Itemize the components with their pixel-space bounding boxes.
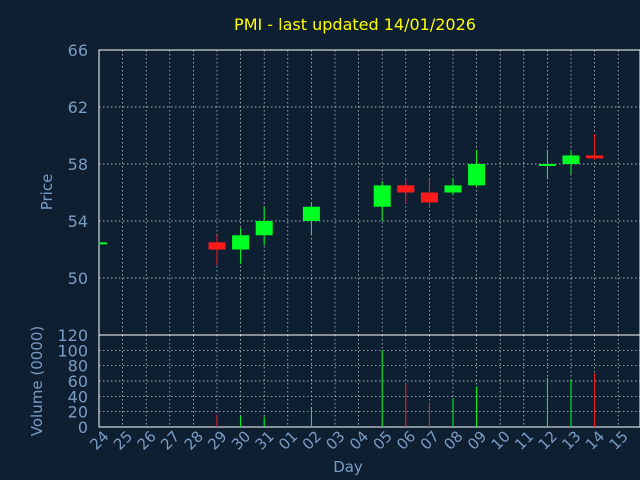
price-y-ticks: 50 54 58 62 66 <box>68 41 88 288</box>
x-tick-label: 04 <box>346 427 372 453</box>
volume-bars <box>216 350 596 427</box>
x-tick-label: 14 <box>582 427 608 453</box>
price-tick-label: 54 <box>68 212 88 231</box>
candle-body <box>586 155 604 159</box>
candle-body <box>444 185 462 193</box>
volume-tick-label: 80 <box>68 357 88 376</box>
volume-tick-label: 40 <box>68 387 88 406</box>
x-tick-label: 07 <box>417 427 443 453</box>
volume-tick-label: 60 <box>68 372 88 391</box>
volume-axis-label: Volume (0000) <box>28 326 46 436</box>
x-tick-label: 24 <box>86 427 112 453</box>
x-tick-label: 30 <box>228 427 254 453</box>
price-tick-label: 50 <box>68 269 88 288</box>
x-tick-label: 03 <box>322 427 348 453</box>
volume-tick-label: 120 <box>57 326 88 345</box>
x-tick-label: 10 <box>488 427 514 453</box>
candle-body <box>373 185 391 207</box>
x-tick-label: 31 <box>252 427 278 453</box>
x-tick-label: 15 <box>606 427 632 453</box>
x-tick-label: 27 <box>157 427 183 453</box>
volume-grid <box>99 335 640 427</box>
x-tick-label: 06 <box>393 427 419 453</box>
volume-tick-label: 20 <box>68 403 88 422</box>
volume-tick-label: 0 <box>78 418 88 437</box>
candle-body <box>255 221 273 236</box>
price-tick-label: 58 <box>68 155 88 174</box>
candle-body <box>397 185 415 193</box>
candle-body <box>302 206 320 221</box>
candle-body <box>208 242 226 250</box>
price-grid <box>99 50 640 335</box>
candle-body <box>468 164 486 186</box>
price-tick-label: 62 <box>68 98 88 117</box>
candle-body <box>538 164 556 166</box>
candle-body <box>99 242 107 245</box>
price-tick-label: 66 <box>68 41 88 60</box>
x-tick-label: 12 <box>535 427 561 453</box>
x-tick-label: 01 <box>275 427 301 453</box>
x-tick-label: 02 <box>299 427 325 453</box>
x-tick-label: 13 <box>558 427 584 453</box>
x-tick-label: 05 <box>370 427 396 453</box>
x-tick-label: 11 <box>511 427 537 453</box>
chart-title: PMI - last updated 14/01/2026 <box>234 15 476 34</box>
x-axis-label: Day <box>333 458 363 476</box>
x-tick-label: 26 <box>134 427 160 453</box>
price-axis-label: Price <box>38 174 56 211</box>
volume-plot-frame <box>98 334 640 428</box>
candle-body <box>232 235 250 250</box>
candle-body <box>562 155 580 164</box>
candle-body <box>420 192 438 203</box>
x-tick-label: 08 <box>440 427 466 453</box>
x-tick-label: 29 <box>204 427 230 453</box>
x-tick-label: 09 <box>464 427 490 453</box>
candles <box>98 134 604 266</box>
price-plot-frame <box>98 49 640 336</box>
x-tick-label: 28 <box>181 427 207 453</box>
x-ticks: 2425262728293031010203040506070809101112… <box>86 427 631 453</box>
volume-tick-label: 100 <box>57 341 88 360</box>
x-tick-label: 25 <box>110 427 136 453</box>
